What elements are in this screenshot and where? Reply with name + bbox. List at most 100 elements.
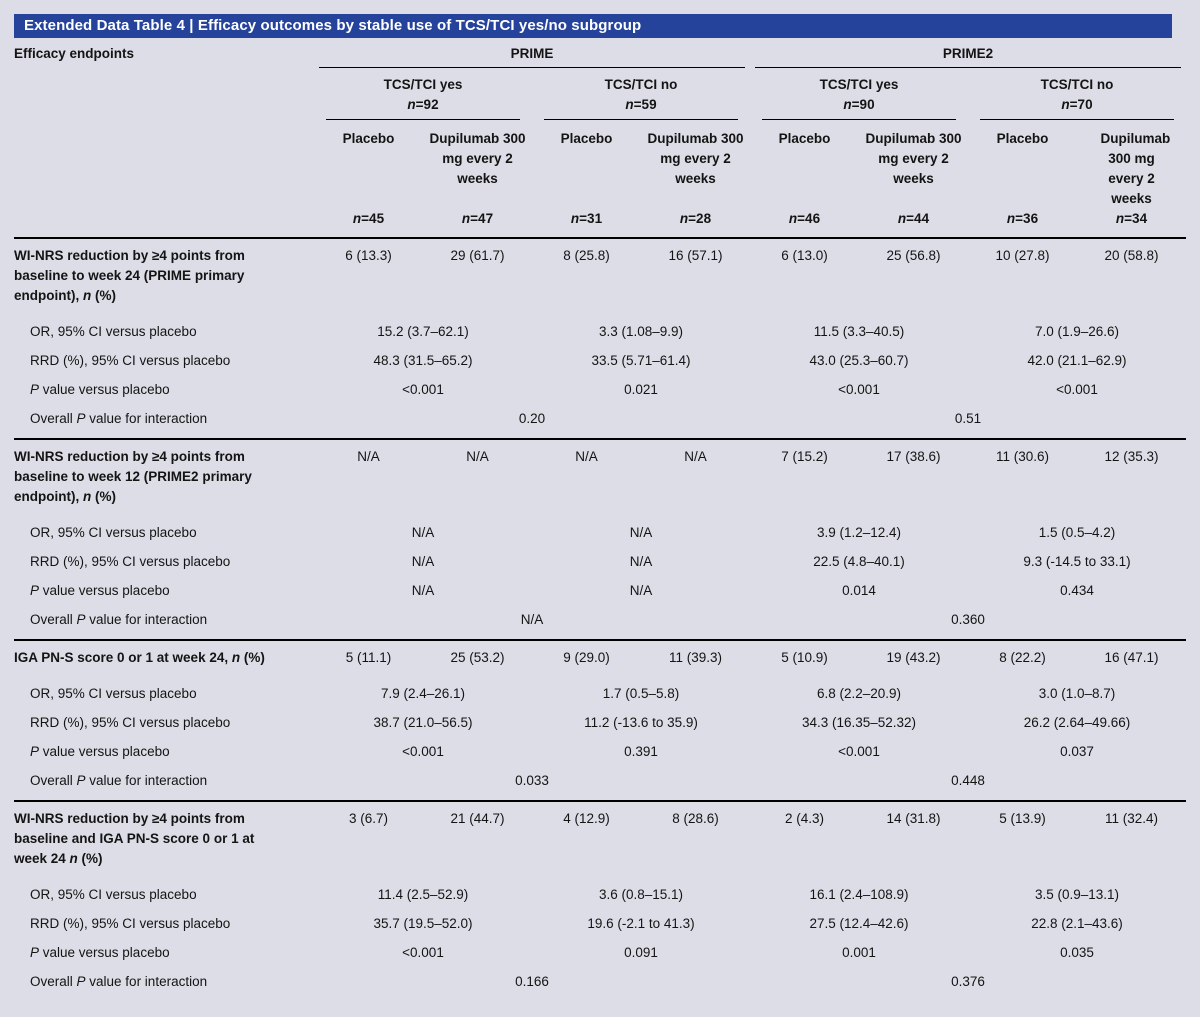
value-cell: <0.001	[838, 381, 880, 397]
endpoint-block-wi-nrs-week12: WI-NRS reduction by ≥4 points from basel…	[14, 440, 1186, 641]
row-label-p: P value versus placebo	[30, 743, 170, 759]
arm-n: n=34	[1115, 211, 1148, 226]
endpoint-label: WI-NRS reduction by ≥4 points from basel…	[14, 811, 255, 866]
row-label-or: OR, 95% CI versus placebo	[30, 524, 197, 540]
arm-header: Dupilumab 300 mg every 2 weeks	[429, 131, 526, 186]
value-cell: 19.6 (-2.1 to 41.3)	[587, 915, 695, 931]
subgroup-prime-no: TCS/TCI no n=59	[544, 68, 738, 120]
subgroup-prime2-no: TCS/TCI no n=70	[980, 68, 1174, 120]
or-row: OR, 95% CI versus placebo 11.4 (2.5–52.9…	[14, 880, 1186, 909]
arm-header: Placebo	[996, 131, 1049, 146]
p-value-row: P value versus placebo <0.001 0.091 0.00…	[14, 938, 1186, 967]
subgroup-label: TCS/TCI yes	[819, 77, 899, 92]
arm-n: n=44	[897, 211, 930, 226]
value-cell: 3.3 (1.08–9.9)	[598, 323, 684, 339]
value-cell: N/A	[411, 582, 435, 598]
row-label-overall-p: Overall P value for interaction	[30, 772, 208, 788]
value-cell: 5 (11.1)	[345, 650, 392, 665]
value-cell: 3.5 (0.9–13.1)	[1034, 886, 1120, 902]
value-cell: 7 (15.2)	[781, 449, 828, 464]
subgroup-n: n=90	[843, 97, 875, 112]
row-label-p: P value versus placebo	[30, 381, 170, 397]
efficacy-endpoints-header: Efficacy endpoints	[14, 46, 135, 61]
row-label-overall-p: Overall P value for interaction	[30, 611, 208, 627]
value-cell: 0.001	[842, 944, 876, 960]
value-cell: 11 (30.6)	[995, 449, 1050, 464]
value-cell: 11.2 (-13.6 to 35.9)	[584, 714, 698, 730]
row-label-rrd: RRD (%), 95% CI versus placebo	[30, 714, 231, 730]
value-cell: 0.021	[624, 381, 658, 397]
value-cell: N/A	[466, 449, 489, 464]
arm-n: n=36	[1006, 211, 1039, 226]
value-cell: 42.0 (21.1–62.9)	[1027, 352, 1127, 368]
arm-n: n=31	[570, 211, 603, 226]
value-cell: 22.5 (4.8–40.1)	[813, 553, 905, 569]
value-cell: 12 (35.3)	[1104, 449, 1159, 464]
value-cell: N/A	[520, 611, 544, 627]
value-cell: <0.001	[402, 743, 444, 759]
value-cell: 29 (61.7)	[450, 248, 505, 263]
value-cell: 0.033	[515, 772, 549, 788]
endpoint-row: WI-NRS reduction by ≥4 points from basel…	[14, 447, 1186, 507]
value-cell: 27.5 (12.4–42.6)	[809, 915, 909, 931]
value-cell: 11 (32.4)	[1104, 811, 1159, 826]
arm-header: Placebo	[342, 131, 395, 146]
value-cell: 0.360	[951, 611, 985, 627]
subgroup-prime2-yes: TCS/TCI yes n=90	[762, 68, 956, 120]
p-value-row: P value versus placebo <0.001 0.021 <0.0…	[14, 375, 1186, 404]
value-cell: 3.9 (1.2–12.4)	[816, 524, 902, 540]
row-label-rrd: RRD (%), 95% CI versus placebo	[30, 915, 231, 931]
endpoint-label: WI-NRS reduction by ≥4 points from basel…	[14, 248, 245, 303]
value-cell: 19 (43.2)	[886, 650, 941, 665]
value-cell: 0.51	[954, 410, 982, 426]
value-cell: 34.3 (16.35–52.32)	[801, 714, 917, 730]
arm-n: n=46	[788, 211, 821, 226]
arm-header: Dupilumab 300 mg every 2 weeks	[647, 131, 744, 186]
value-cell: <0.001	[1056, 381, 1098, 397]
value-cell: 38.7 (21.0–56.5)	[373, 714, 473, 730]
value-cell: 0.166	[515, 973, 549, 989]
subgroup-label: TCS/TCI no	[604, 77, 678, 92]
arm-n: n=45	[352, 211, 385, 226]
value-cell: N/A	[629, 524, 653, 540]
arm-n: n=28	[679, 211, 712, 226]
endpoint-row: WI-NRS reduction by ≥4 points from basel…	[14, 246, 1186, 306]
value-cell: 5 (10.9)	[781, 650, 828, 665]
value-cell: 9.3 (-14.5 to 33.1)	[1023, 553, 1131, 569]
arm-header: Dupilumab 300 mg every 2 weeks	[865, 131, 962, 186]
row-label-overall-p: Overall P value for interaction	[30, 410, 208, 426]
value-cell: 15.2 (3.7–62.1)	[377, 323, 469, 339]
value-cell: N/A	[411, 553, 435, 569]
arm-header: Dupilumab 300 mg every 2 weeks	[1100, 131, 1171, 206]
value-cell: 1.5 (0.5–4.2)	[1038, 524, 1116, 540]
study-header-prime: PRIME	[319, 44, 745, 68]
rrd-row: RRD (%), 95% CI versus placebo 35.7 (19.…	[14, 909, 1186, 938]
rrd-row: RRD (%), 95% CI versus placebo 48.3 (31.…	[14, 346, 1186, 375]
value-cell: 22.8 (2.1–43.6)	[1031, 915, 1123, 931]
value-cell: 35.7 (19.5–52.0)	[373, 915, 473, 931]
value-cell: 6.8 (2.2–20.9)	[816, 685, 902, 701]
value-cell: 4 (12.9)	[563, 811, 610, 826]
subgroup-n: n=59	[625, 97, 657, 112]
block-separator	[14, 800, 1186, 802]
value-cell: 9 (29.0)	[563, 650, 610, 665]
overall-p-row: Overall P value for interaction N/A 0.36…	[14, 605, 1186, 634]
value-cell: 7.0 (1.9–26.6)	[1034, 323, 1120, 339]
value-cell: 0.091	[624, 944, 658, 960]
value-cell: 5 (13.9)	[999, 811, 1046, 826]
value-cell: 8 (28.6)	[672, 811, 719, 826]
row-label-p: P value versus placebo	[30, 944, 170, 960]
value-cell: 0.014	[842, 582, 876, 598]
value-cell: 0.376	[951, 973, 985, 989]
subgroup-header-row: TCS/TCI yes n=92 TCS/TCI no n=59 TCS/TCI…	[14, 68, 1186, 120]
value-cell: 0.391	[624, 743, 658, 759]
or-row: OR, 95% CI versus placebo N/A N/A 3.9 (1…	[14, 518, 1186, 547]
endpoint-row: WI-NRS reduction by ≥4 points from basel…	[14, 809, 1186, 869]
row-label-or: OR, 95% CI versus placebo	[30, 323, 197, 339]
table-title-bar: Extended Data Table 4 | Efficacy outcome…	[14, 14, 1172, 38]
value-cell: 2 (4.3)	[784, 811, 825, 826]
value-cell: 16 (47.1)	[1104, 650, 1159, 665]
value-cell: 11.5 (3.3–40.5)	[813, 323, 905, 339]
arm-header-row: Placebo Dupilumab 300 mg every 2 weeks P…	[14, 120, 1186, 209]
